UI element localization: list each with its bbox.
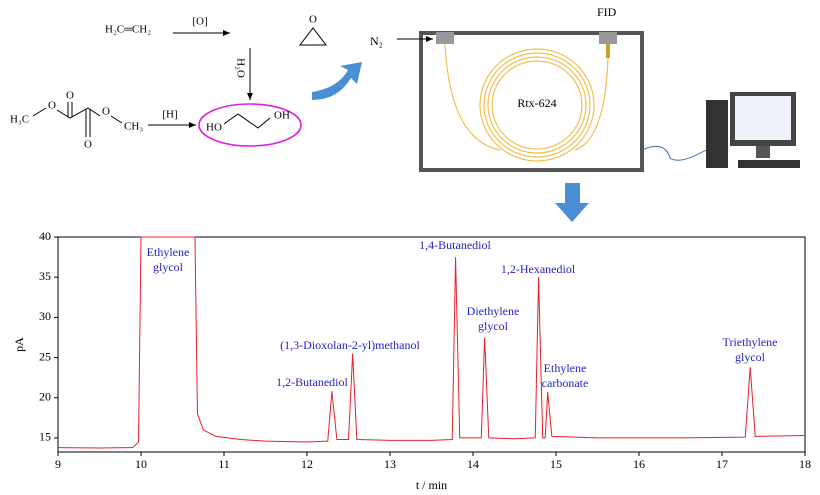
- scheme: H₂C═CH₂ [O] O H₂O HO OH [H] H₃C O O O O …: [10, 14, 328, 151]
- x-tick-label: 14: [467, 457, 479, 471]
- chromatogram-trace: [57, 236, 806, 449]
- fid: [599, 32, 617, 44]
- atom: OH: [274, 110, 290, 122]
- x-tick-label: 10: [135, 457, 147, 471]
- reagent: [O]: [192, 16, 207, 28]
- reagent: H₂O: [234, 58, 246, 78]
- peak-label: carbonate: [542, 376, 589, 390]
- flow-arrow: [555, 183, 589, 222]
- x-tick-label: 17: [716, 457, 728, 471]
- chromatogram: 9 10 11 12 13 14 15 16 17 18 15 20 25 30 35 40 t / min pA…: [12, 229, 811, 492]
- x-tick-label: 18: [799, 457, 811, 471]
- x-tick-label: 12: [301, 457, 313, 471]
- carrier-gas: N₂: [370, 34, 383, 48]
- y-tick-label: 25: [39, 349, 51, 363]
- atom: O: [66, 90, 74, 102]
- fid-jet: [606, 44, 610, 58]
- y-tick-label: 15: [39, 430, 51, 444]
- x-tick-label: 13: [384, 457, 396, 471]
- peak-label: Triethylene: [723, 335, 778, 349]
- bond: [110, 115, 123, 124]
- peak-label: 1,2-Butanediol: [276, 375, 348, 389]
- ethylene: H₂C═CH₂: [105, 24, 151, 36]
- plot-frame: [57, 236, 806, 453]
- atom: O: [102, 106, 110, 118]
- atom: O: [48, 100, 56, 112]
- bond: [32, 107, 47, 117]
- cable: [641, 145, 707, 161]
- reagent: [H]: [162, 109, 177, 121]
- peak-label: (1,3-Dioxolan-2-yl)methanol: [280, 338, 420, 352]
- x-tick-label: 15: [550, 457, 562, 471]
- y-tick-label: 20: [39, 389, 51, 403]
- atom: H₃C: [10, 114, 29, 126]
- peak-label: Ethylene: [544, 361, 587, 375]
- flow-arrow: [312, 62, 362, 100]
- peak-label: glycol: [478, 319, 509, 333]
- x-tick-label: 9: [55, 457, 61, 471]
- detector: FID: [597, 5, 617, 19]
- atom: O: [84, 139, 92, 151]
- bond: [56, 107, 101, 119]
- x-axis-label: t / min: [416, 478, 447, 492]
- column-name: Rtx-624: [517, 96, 556, 110]
- highlight: [198, 103, 302, 147]
- column-coil: [444, 43, 609, 162]
- x-tick-label: 11: [218, 457, 230, 471]
- y-tick-label: 40: [39, 229, 51, 243]
- x-tick-label: 16: [633, 457, 645, 471]
- pc-tower: [706, 100, 728, 168]
- epoxide: [298, 27, 328, 46]
- atom: HO: [206, 122, 222, 134]
- peak-label: glycol: [153, 260, 184, 274]
- atom: CH₃: [124, 121, 143, 133]
- oven: [419, 31, 644, 172]
- stand: [756, 146, 770, 158]
- peak-label: Ethylene: [147, 245, 190, 259]
- peak-label: 1,2-Hexanediol: [501, 262, 576, 276]
- gc-instrument: N₂ FID Rtx-624: [370, 5, 800, 172]
- peak-label: Diethylene: [467, 304, 520, 318]
- bond: [223, 113, 271, 129]
- screen: [735, 96, 791, 140]
- peak-label: 1,4-Butanediol: [419, 238, 491, 252]
- y-tick-label: 35: [39, 269, 51, 283]
- peak-label: glycol: [735, 350, 766, 364]
- y-axis-label: pA: [12, 337, 26, 352]
- injector: [436, 32, 454, 44]
- y-tick-label: 30: [39, 309, 51, 323]
- keyboard: [738, 160, 800, 168]
- atom: O: [309, 14, 317, 26]
